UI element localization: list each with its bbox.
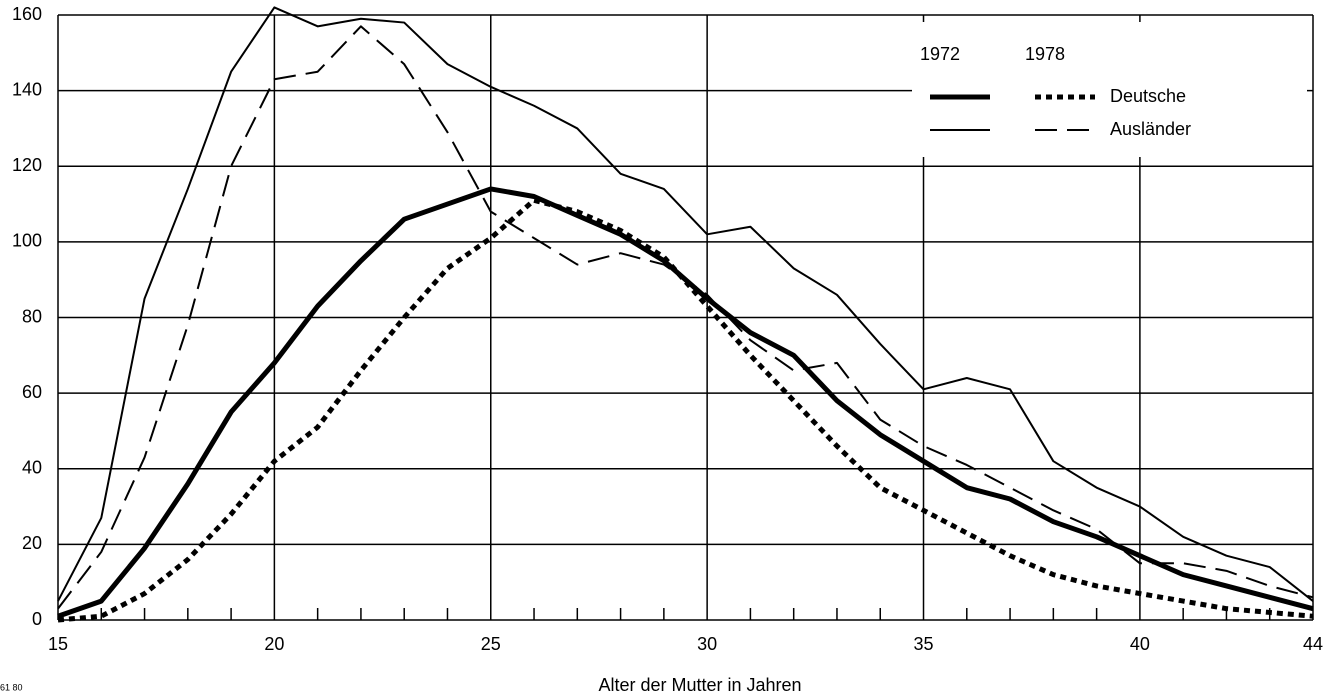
data-line: [57, 25, 1314, 610]
data-line: [57, 197, 1314, 623]
legend-box: [912, 22, 1307, 157]
y-tick-label: 60: [22, 382, 42, 402]
legend-label: Ausländer: [1110, 119, 1191, 139]
x-tick-label: 44: [1303, 634, 1323, 654]
x-tick-label: 25: [481, 634, 501, 654]
y-tick-label: 80: [22, 306, 42, 326]
y-tick-label: 20: [22, 533, 42, 553]
x-tick-label: 35: [914, 634, 934, 654]
y-tick-label: 160: [12, 4, 42, 24]
x-tick-label: 30: [697, 634, 717, 654]
y-tick-label: 120: [12, 155, 42, 175]
y-tick-label: 40: [22, 458, 42, 478]
x-tick-label: 40: [1130, 634, 1150, 654]
x-tick-label: 15: [48, 634, 68, 654]
data-line: [57, 6, 1314, 602]
x-axis-label: Alter der Mutter in Jahren: [598, 675, 801, 695]
y-tick-label: 0: [32, 609, 42, 629]
legend-year: 1978: [1025, 44, 1065, 64]
corner-note: 61 80: [0, 682, 23, 692]
y-tick-label: 140: [12, 79, 42, 99]
x-tick-label: 20: [264, 634, 284, 654]
legend-year: 1972: [920, 44, 960, 64]
legend-label: Deutsche: [1110, 86, 1186, 106]
y-tick-label: 100: [12, 231, 42, 251]
